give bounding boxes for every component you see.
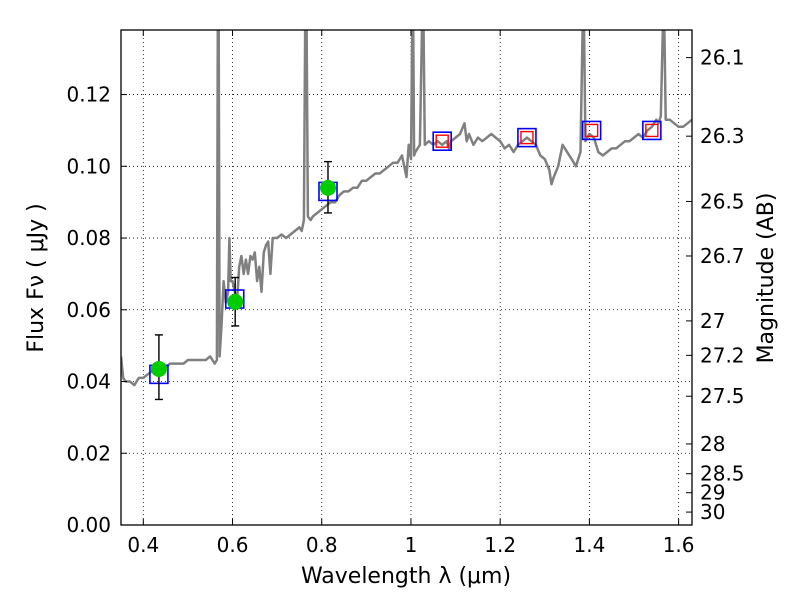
model-photometry-point	[432, 131, 452, 151]
model-photometry-point	[581, 120, 602, 141]
right-tick-label: 27.2	[700, 343, 745, 367]
x-tick-label: 0.8	[306, 533, 338, 557]
x-tick-label: 0.6	[217, 533, 249, 557]
right-tick-label: 27	[700, 309, 725, 333]
x-axis-label: Wavelength λ (μm)	[301, 564, 511, 589]
x-tick-label: 0.4	[127, 533, 159, 557]
model-spectrum-line	[121, 30, 692, 387]
right-tick-label: 27.5	[700, 384, 745, 408]
grid-lines	[121, 30, 692, 526]
right-tick-label: 29	[700, 481, 725, 505]
y-tick-label: 0.04	[66, 370, 111, 394]
model-photometry-point	[642, 120, 662, 141]
right-tick-label: 26.5	[700, 189, 745, 213]
right-tick-label: 26.7	[700, 244, 745, 268]
right-axis-label: Magnitude (AB)	[754, 193, 779, 364]
y-tick-label: 0.02	[66, 441, 111, 465]
y-tick-label: 0.00	[66, 513, 111, 537]
y-axis-label: Flux Fν ( μJy )	[24, 203, 49, 352]
model-photometry-point	[517, 127, 537, 148]
x-tick-label: 1.4	[573, 533, 605, 557]
x-tick-label: 1.2	[484, 533, 516, 557]
upper-limit-point	[435, 134, 449, 148]
y-tick-label: 0.08	[66, 226, 111, 250]
axis-ticks: 0.4 0.6 0.8 1 1.2 1.4 1.6 0.00 0.02 0.04 0.06 0.08 0…	[66, 30, 745, 557]
observed-point	[150, 360, 167, 377]
right-tick-label: 30	[700, 500, 725, 524]
upper-limit-point	[584, 123, 599, 138]
observed-point	[227, 293, 244, 310]
plot-area	[121, 30, 692, 401]
y-tick-label: 0.12	[66, 83, 111, 107]
upper-limit-point	[645, 123, 659, 138]
plot-frame	[120, 29, 693, 526]
x-tick-label: 1.6	[663, 533, 695, 557]
y-tick-label: 0.06	[66, 298, 111, 322]
y-tick-label: 0.10	[66, 154, 111, 178]
right-tick-label: 28.5	[700, 462, 745, 486]
upper-limit-point	[520, 130, 534, 145]
right-tick-label: 28	[700, 432, 725, 456]
x-tick-label: 1	[405, 533, 418, 557]
right-tick-label: 26.1	[700, 46, 745, 70]
observed-point	[319, 179, 336, 196]
right-tick-label: 26.3	[700, 124, 745, 148]
